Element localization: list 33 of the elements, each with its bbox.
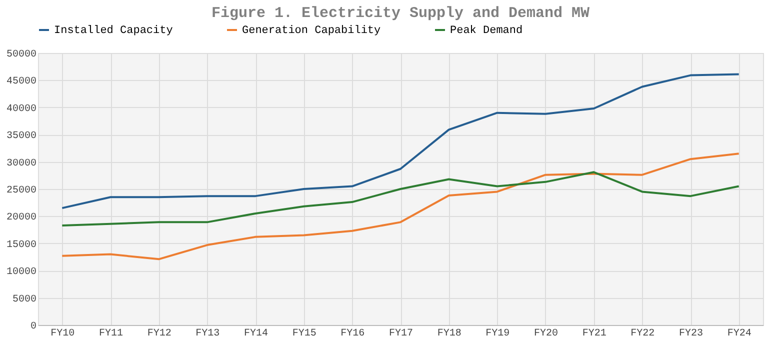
- x-tick-label: FY19: [486, 328, 510, 340]
- y-tick-label: 50000: [6, 50, 36, 60]
- y-tick-label: 20000: [6, 212, 36, 224]
- x-tick-label: FY24: [727, 328, 752, 340]
- y-tick-label: 35000: [6, 131, 36, 142]
- y-tick-label: 25000: [6, 186, 36, 196]
- y-tick-label: 15000: [6, 240, 36, 251]
- x-tick-label: FY14: [244, 328, 268, 340]
- x-tick-label: FY18: [437, 328, 462, 340]
- x-tick-label: FY15: [292, 328, 316, 340]
- x-tick-label: FY23: [678, 328, 704, 340]
- legend-label: Installed Capacity: [54, 25, 174, 37]
- x-tick-label: FY10: [50, 328, 75, 340]
- x-tick-label: FY20: [534, 328, 558, 340]
- line-series: [61, 73, 740, 210]
- x-tick-label: FY13: [196, 328, 220, 340]
- y-tick-label: 30000: [6, 158, 36, 170]
- y-tick-label: 40000: [6, 104, 36, 115]
- legend-label: Peak Demand: [450, 25, 523, 37]
- y-tick-label: 5000: [12, 294, 36, 306]
- legend-label: Generation Capability: [242, 25, 382, 37]
- x-tick-label: FY12: [147, 328, 172, 340]
- x-tick-label: FY22: [630, 328, 655, 340]
- y-tick-label: 45000: [6, 76, 36, 88]
- y-tick-label: 0: [30, 322, 36, 332]
- line-series: [61, 152, 740, 260]
- x-tick-label: FY17: [388, 328, 414, 340]
- x-tick-label: FY21: [582, 328, 606, 340]
- y-tick-label: 10000: [6, 267, 36, 278]
- x-tick-label: FY11: [98, 328, 124, 340]
- x-tick-label: FY16: [340, 328, 365, 340]
- chart-title: Figure 1. Electricity Supply and Demand MW: [211, 5, 590, 22]
- line-series: [61, 171, 740, 226]
